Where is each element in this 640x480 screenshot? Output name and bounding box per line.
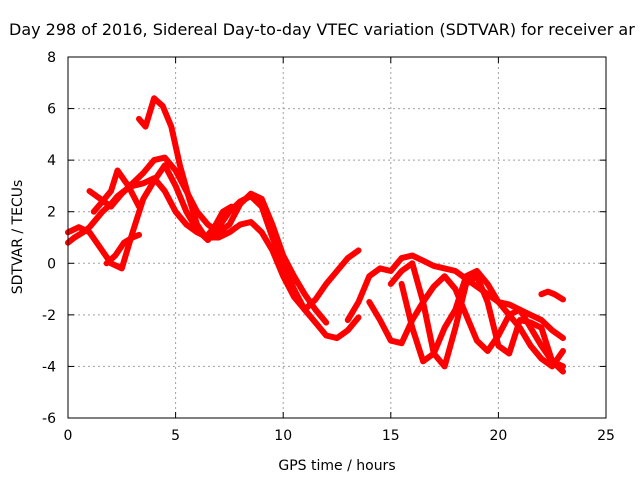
y-tick-label: 8	[47, 50, 56, 66]
plot-frame	[67, 56, 607, 419]
series-line	[366, 273, 566, 370]
grid	[68, 57, 606, 418]
y-tick-label: 4	[47, 153, 56, 169]
x-tick-label: 10	[274, 428, 292, 444]
x-tick-label: 5	[171, 428, 180, 444]
x-tick-label: 25	[597, 428, 615, 444]
x-tick-label: 20	[489, 428, 507, 444]
series-line	[344, 252, 566, 342]
x-tick-label: 0	[64, 428, 73, 444]
y-tick-label: -4	[42, 359, 56, 375]
y-tick-label: 0	[47, 256, 56, 272]
chart-title: Day 298 of 2016, Sidereal Day-to-day VTE…	[9, 20, 635, 39]
series-lines	[65, 95, 566, 375]
series-line	[538, 288, 566, 303]
y-tick-label: 2	[47, 205, 56, 221]
series-line	[136, 95, 235, 241]
y-tick-label: -2	[42, 308, 56, 324]
ticks: 0 5 10 15 20 25 -6 -4 -2 0 2 4 6 8	[42, 50, 615, 444]
x-tick-label: 15	[382, 428, 400, 444]
series-line	[103, 231, 142, 267]
y-tick-label: 6	[47, 102, 56, 118]
series-line	[90, 167, 142, 215]
y-axis-label: SDTVAR / TECUs	[10, 180, 26, 295]
series-line	[387, 260, 566, 375]
series-line	[398, 268, 566, 370]
x-axis-label: GPS time / hours	[278, 458, 395, 474]
y-tick-label: -6	[42, 411, 56, 427]
